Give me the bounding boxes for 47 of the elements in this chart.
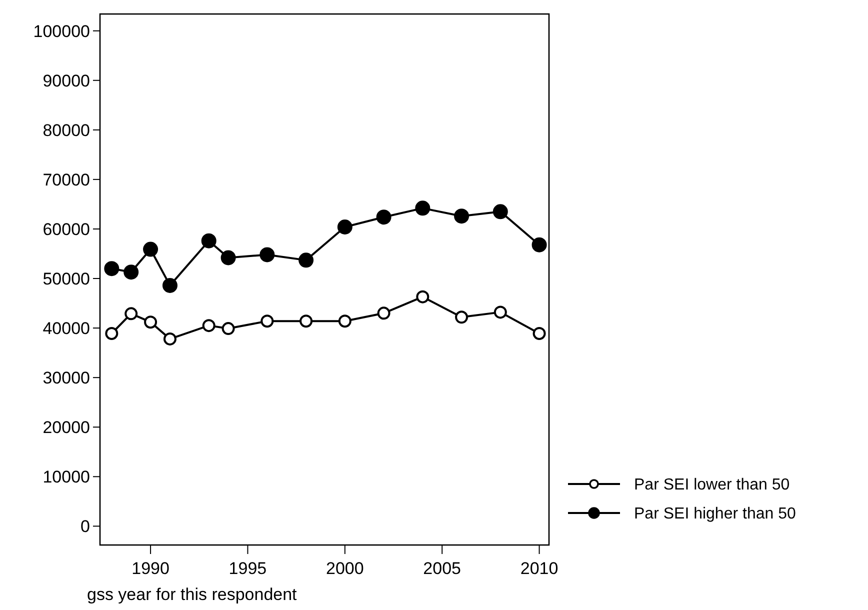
point [338, 314, 352, 328]
point [143, 242, 158, 257]
point [201, 233, 216, 248]
legend-label: Par SEI lower than 50 [634, 476, 790, 494]
y-tick-label: 90000 [42, 71, 90, 90]
y-tick-label: 20000 [42, 418, 90, 438]
y-tick-label: 0 [80, 517, 90, 536]
point [260, 314, 274, 328]
y-tick-label: 80000 [42, 120, 90, 140]
x-tick-label: 1990 [132, 559, 170, 578]
point [415, 200, 430, 216]
point [162, 278, 178, 293]
point [492, 204, 508, 220]
point [202, 319, 216, 332]
point [260, 247, 275, 262]
y-tick-label: 100000 [33, 22, 90, 41]
x-tick-label: 2000 [326, 559, 364, 578]
point [454, 208, 470, 224]
point [455, 310, 468, 324]
point [124, 307, 138, 320]
point [494, 306, 507, 319]
legend-label: Par SEI higher than 50 [634, 506, 796, 523]
x-tick-label: 2010 [520, 559, 558, 578]
point [376, 210, 392, 225]
point [104, 261, 120, 276]
point [105, 326, 118, 340]
y-tick-label: 70000 [42, 170, 90, 190]
point [222, 322, 235, 336]
point [144, 316, 158, 329]
y-tick-label: 50000 [42, 269, 90, 288]
point [300, 314, 313, 328]
x-axis-title: gss year for this respondent [87, 585, 298, 604]
point [337, 219, 352, 234]
x-tick-label: 1995 [228, 559, 267, 578]
point [416, 290, 430, 304]
point [298, 252, 314, 268]
point [163, 332, 176, 346]
y-tick-label: 30000 [42, 368, 90, 388]
point [124, 264, 139, 280]
y-tick-label: 40000 [42, 318, 90, 338]
y-tick-label: 10000 [42, 468, 90, 487]
point [532, 237, 547, 252]
point [377, 306, 390, 320]
y-tick-label: 60000 [42, 220, 90, 239]
point [220, 250, 236, 266]
point [532, 326, 546, 340]
x-tick-label: 2005 [423, 559, 462, 578]
